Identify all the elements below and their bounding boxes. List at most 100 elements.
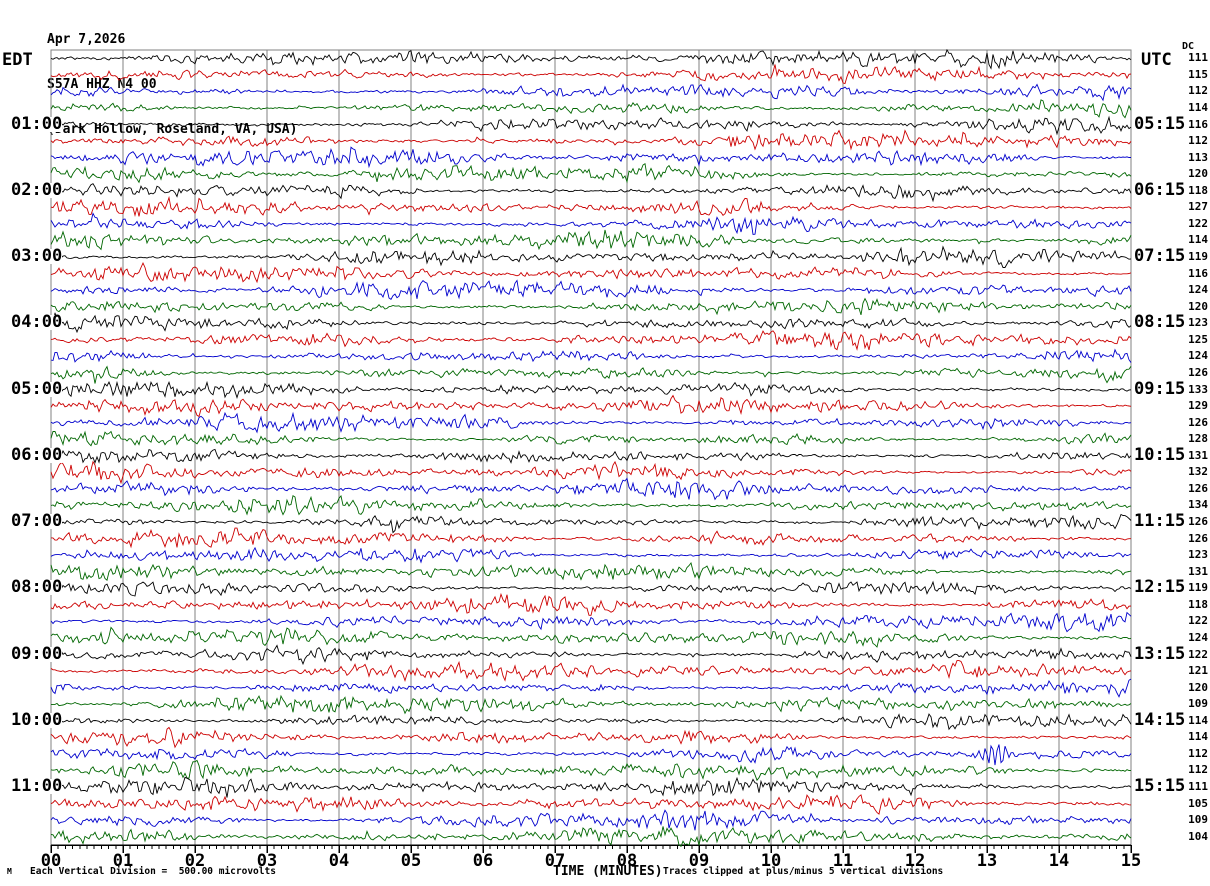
seismogram-trace [50, 380, 1132, 399]
seismogram-trace [50, 245, 1132, 268]
seismogram-trace [50, 48, 1132, 70]
dc-value: 133 [1188, 382, 1208, 396]
seismogram-trace [50, 212, 1132, 235]
dc-value: 118 [1188, 183, 1208, 197]
seismogram-trace [50, 826, 1132, 847]
seismogram-trace [50, 561, 1132, 582]
seismogram-trace [50, 162, 1132, 184]
dc-value: 118 [1188, 597, 1208, 611]
seismogram-trace [50, 611, 1132, 633]
x-tick-label: 15 [1120, 851, 1142, 871]
dc-value: 131 [1188, 564, 1208, 578]
seismogram-trace [50, 726, 1132, 749]
seismogram-trace [50, 694, 1132, 715]
utc-hour-label: 12:15 [1134, 577, 1186, 598]
dc-value: 120 [1188, 680, 1208, 694]
edt-hour-label: 01:00 [11, 113, 63, 134]
x-tick-label: 12 [904, 851, 926, 871]
seismogram-trace [50, 83, 1132, 102]
seismogram-trace [50, 448, 1132, 465]
utc-hour-label: 11:15 [1134, 511, 1186, 532]
right-axis-title: UTC [1141, 50, 1172, 70]
dc-value: 112 [1188, 134, 1208, 148]
dc-value: 121 [1188, 664, 1208, 678]
seismogram-trace [50, 776, 1132, 798]
x-tick-label: 14 [1048, 851, 1070, 871]
dc-value: 126 [1188, 515, 1208, 529]
seismogram-trace [50, 513, 1132, 534]
header-station: S57A HHZ N4 00 [47, 77, 157, 92]
dc-value: 128 [1188, 432, 1208, 446]
x-axis-title: TIME (MINUTES) [553, 864, 663, 879]
seismogram-trace [50, 494, 1132, 516]
seismogram-trace [50, 394, 1132, 418]
seismogram-trace [50, 115, 1132, 136]
utc-hour-label: 14:15 [1134, 709, 1186, 730]
seismogram-trace [50, 330, 1132, 351]
dc-value: 112 [1188, 746, 1208, 760]
seismogram-trace [50, 64, 1132, 85]
dc-value: 122 [1188, 614, 1208, 628]
dc-value: 124 [1188, 283, 1208, 297]
edt-hour-label: 10:00 [11, 709, 63, 730]
x-tick-label: 03 [256, 851, 278, 871]
edt-hour-label: 06:00 [11, 444, 63, 465]
seismogram-trace [50, 744, 1132, 766]
seismogram-trace [50, 477, 1132, 501]
dc-value: 113 [1188, 150, 1208, 164]
corner-mark: M [7, 867, 12, 876]
seismogram-trace [50, 460, 1132, 485]
utc-hour-label: 07:15 [1134, 246, 1186, 267]
dc-value: 124 [1188, 630, 1208, 644]
seismogram-trace [50, 279, 1132, 300]
dc-value: 112 [1188, 763, 1208, 777]
dc-value: 115 [1188, 67, 1208, 81]
dc-value: 123 [1188, 548, 1208, 562]
edt-hour-label: 09:00 [11, 643, 63, 664]
x-tick-label: 05 [400, 851, 422, 871]
seismogram-trace [50, 262, 1132, 284]
x-tick-label: 10 [760, 851, 782, 871]
utc-hour-label: 15:15 [1134, 776, 1186, 797]
dc-value: 125 [1188, 332, 1208, 346]
seismogram-trace [50, 99, 1132, 119]
dc-value: 104 [1188, 829, 1208, 843]
edt-hour-label: 11:00 [11, 776, 63, 797]
seismogram-trace [50, 129, 1132, 151]
edt-hour-label: 08:00 [11, 577, 63, 598]
dc-value: 129 [1188, 399, 1208, 413]
seismogram-trace [50, 592, 1132, 616]
dc-value: 109 [1188, 697, 1208, 711]
dc-value: 131 [1188, 448, 1208, 462]
seismogram-trace [50, 546, 1132, 564]
dc-value: 114 [1188, 100, 1208, 114]
seismogram-trace [50, 626, 1132, 648]
seismogram-trace [50, 297, 1132, 316]
seismogram-trace [50, 759, 1132, 782]
edt-hour-label: 07:00 [11, 511, 63, 532]
seismogram-trace [50, 348, 1132, 363]
seismogram-trace [50, 809, 1132, 831]
dc-value: 116 [1188, 117, 1208, 131]
header-date: Apr 7,2026 [47, 32, 126, 47]
dc-value: 126 [1188, 481, 1208, 495]
dc-value: 112 [1188, 84, 1208, 98]
dc-value: 119 [1188, 250, 1208, 264]
scale-note: Each Vertical Division = 500.00 microvol… [30, 866, 276, 877]
dc-value: 114 [1188, 730, 1208, 744]
x-tick-label: 11 [832, 851, 854, 871]
seismogram-trace [50, 195, 1132, 217]
seismogram-trace [50, 146, 1131, 169]
dc-value: 116 [1188, 266, 1208, 280]
x-tick-label: 04 [328, 851, 350, 871]
seismogram-trace [50, 660, 1132, 682]
plot-header: Apr 7,2026 S57A HHZ N4 00 (Dark Hollow, … [47, 2, 297, 167]
x-tick-label: 02 [184, 851, 206, 871]
utc-hour-label: 10:15 [1134, 444, 1186, 465]
header-location: (Dark Hollow, Roseland, VA, USA) [47, 122, 298, 137]
dc-value: 120 [1188, 167, 1208, 181]
dc-value: 127 [1188, 200, 1208, 214]
edt-hour-label: 02:00 [11, 179, 63, 200]
